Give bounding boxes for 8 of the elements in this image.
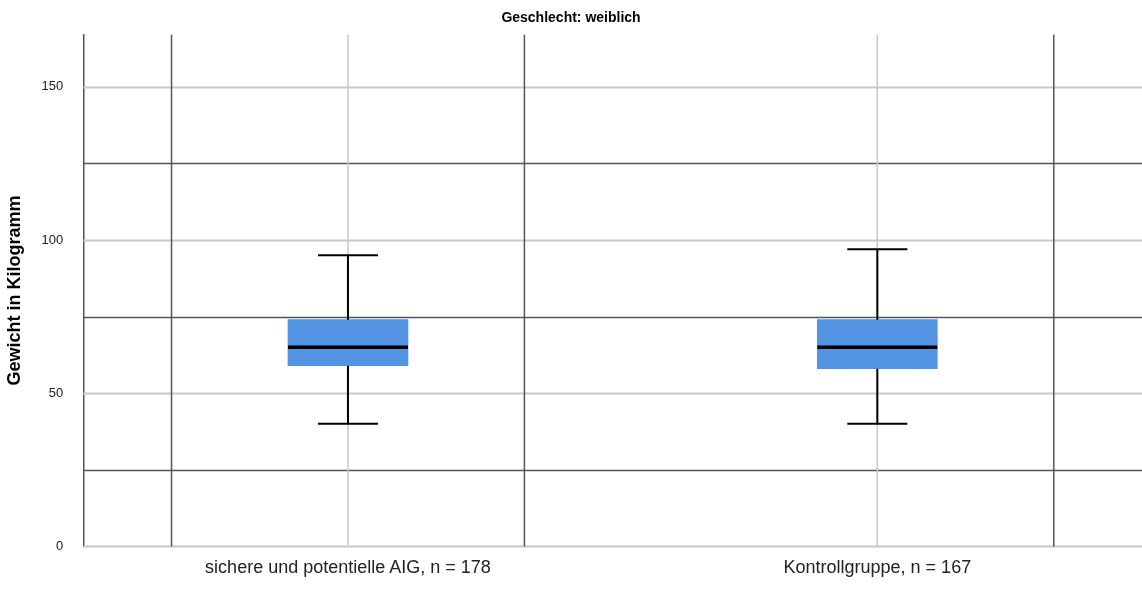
chart-title: Geschlecht: weiblich xyxy=(501,9,641,26)
y-tick-label: 0 xyxy=(56,537,64,553)
y-tick-label: 150 xyxy=(41,78,64,94)
y-tick-label: 50 xyxy=(48,384,64,400)
y-axis-title: Gewicht in Kilogramm xyxy=(3,195,24,386)
x-tick-label: Kontrollgruppe, n = 167 xyxy=(783,557,972,578)
x-tick-label: sichere und potentielle AIG, n = 178 xyxy=(205,557,491,578)
y-tick-label: 100 xyxy=(41,231,64,247)
